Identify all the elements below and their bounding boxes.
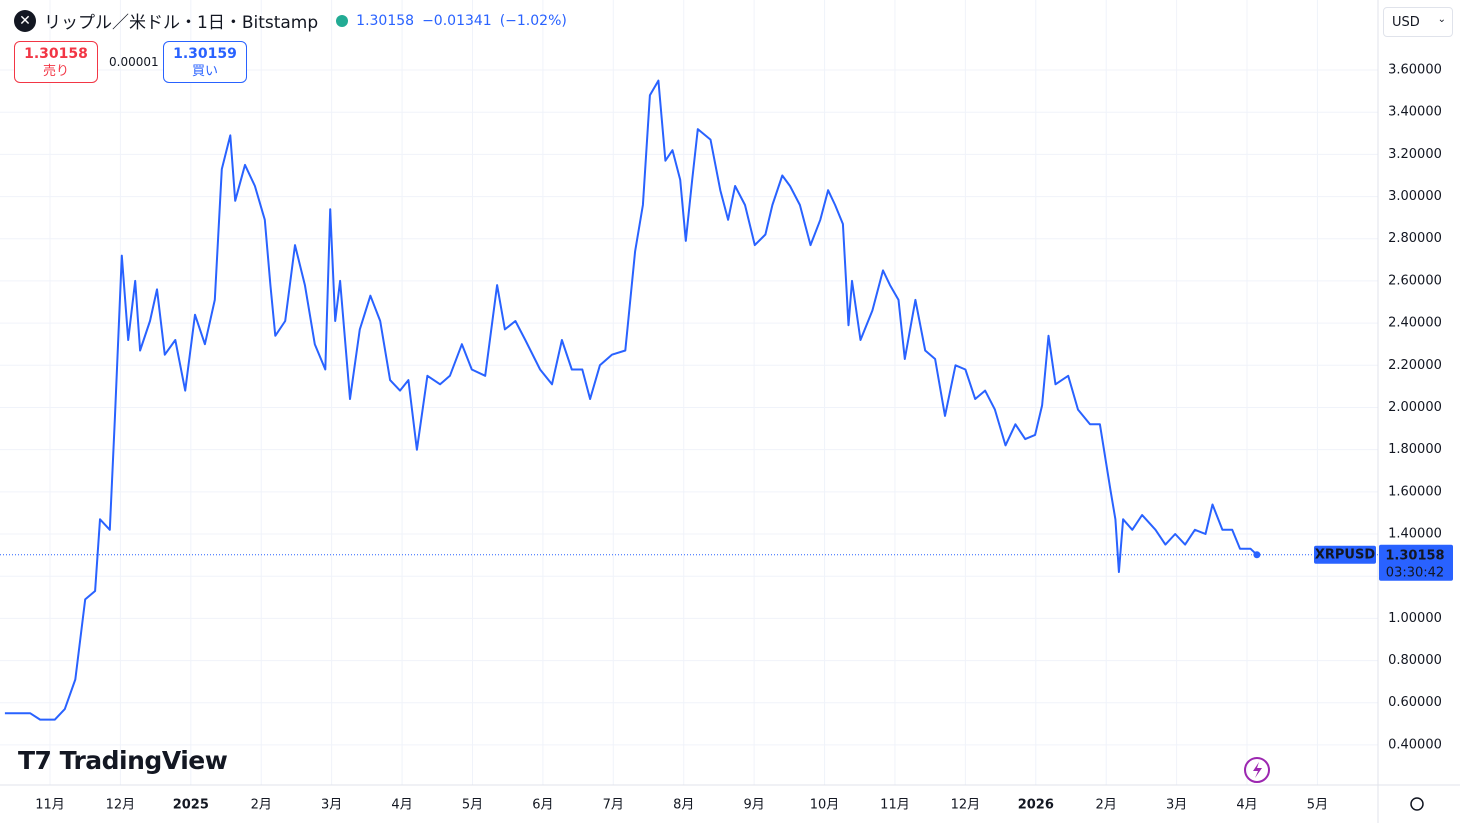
y-tick-label: 2.80000 — [1388, 231, 1442, 246]
x-tick-label: 12月 — [106, 798, 136, 813]
x-tick-label: 11月 — [880, 798, 910, 813]
x-tick-label: 10月 — [810, 798, 840, 813]
price-line — [4, 79, 1258, 721]
change-pct: (−1.02%) — [499, 12, 567, 29]
x-tick-label: 6月 — [532, 798, 553, 813]
y-tick-label: 1.40000 — [1388, 527, 1442, 542]
settings-icon[interactable] — [1410, 797, 1424, 811]
change: −0.01341 — [422, 12, 492, 29]
chevron: ⌄ — [1437, 14, 1446, 25]
x-tick-label: 2026 — [1018, 798, 1054, 813]
sell-price: 1.30158 — [24, 46, 88, 62]
symbol-icon: ✕ — [14, 9, 36, 32]
buy-price: 1.30159 — [173, 46, 237, 62]
series-tag — [1314, 545, 1376, 564]
y-tick-label: 1.00000 — [1388, 611, 1442, 626]
last-point — [1253, 551, 1261, 559]
logo: 𝗧𝟳 TradingView — [18, 746, 228, 775]
x-tick-label: 12月 — [951, 798, 981, 813]
flash-bolt — [1253, 762, 1262, 778]
y-tick-label: 2.60000 — [1388, 273, 1442, 288]
status-dot — [336, 14, 349, 27]
x-tick-label: 8月 — [673, 798, 694, 813]
header: ✕ リップル／米ドル・1日・Bitstamp 1.30158 −0.01341 … — [14, 8, 567, 33]
x-tick-label: 9月 — [743, 798, 764, 813]
price: 1.30158 — [356, 12, 415, 29]
y-tick-label: 3.60000 — [1388, 63, 1442, 78]
y-tick-label: 1.60000 — [1388, 484, 1442, 499]
y-tick-label: 3.20000 — [1388, 147, 1442, 162]
y-tick-label: 3.40000 — [1388, 105, 1442, 120]
y-tick-label: 2.00000 — [1388, 400, 1442, 415]
buy-label: 買い — [191, 64, 218, 79]
x-tick-label: 3月 — [1166, 798, 1187, 813]
x-tick-label: 5月 — [1307, 798, 1328, 813]
symbol: リップル／米ドル・1日・Bitstamp — [44, 13, 319, 33]
x-tick-label: 4月 — [1236, 798, 1257, 813]
buy-button[interactable]: 1.30159 買い — [163, 41, 247, 83]
y-tick-label: 2.20000 — [1388, 358, 1442, 373]
y-tick-label: 0.40000 — [1388, 737, 1442, 752]
y-tick-label: 0.60000 — [1388, 695, 1442, 710]
x-tick-label: 2月 — [1096, 798, 1117, 813]
x-tick-label: 3月 — [321, 798, 342, 813]
x-tick-label: 11月 — [35, 798, 65, 813]
currency: USD — [1392, 15, 1420, 30]
logo-mark: 𝗧𝟳 — [18, 746, 60, 775]
y-tick-label: 1.80000 — [1388, 442, 1442, 457]
x-tick-label: 5月 — [462, 798, 483, 813]
sell-label: 売り — [42, 64, 69, 79]
y-tick-label: 2.40000 — [1388, 316, 1442, 331]
grid — [0, 0, 1378, 785]
currency-select[interactable]: USD ⌄ — [1383, 7, 1453, 37]
series-tag-label: XRPUSD — [1315, 547, 1375, 562]
x-tick-label: 2025 — [173, 798, 209, 813]
countdown: 03:30:42 — [1386, 565, 1444, 580]
x-tick-label: 2月 — [251, 798, 272, 813]
sell-button[interactable]: 1.30158 売り — [14, 41, 98, 83]
logo-text: TradingView — [59, 746, 228, 775]
flash-icon[interactable] — [1244, 757, 1270, 783]
x-tick-label: 7月 — [603, 798, 624, 813]
price-tag-label: 1.30158 — [1385, 548, 1444, 563]
x-tick-label: 4月 — [391, 798, 412, 813]
y-tick-label: 0.80000 — [1388, 653, 1442, 668]
spread: 0.00001 — [109, 55, 159, 69]
price-tag — [1379, 544, 1453, 581]
y-tick-label: 3.00000 — [1388, 189, 1442, 204]
